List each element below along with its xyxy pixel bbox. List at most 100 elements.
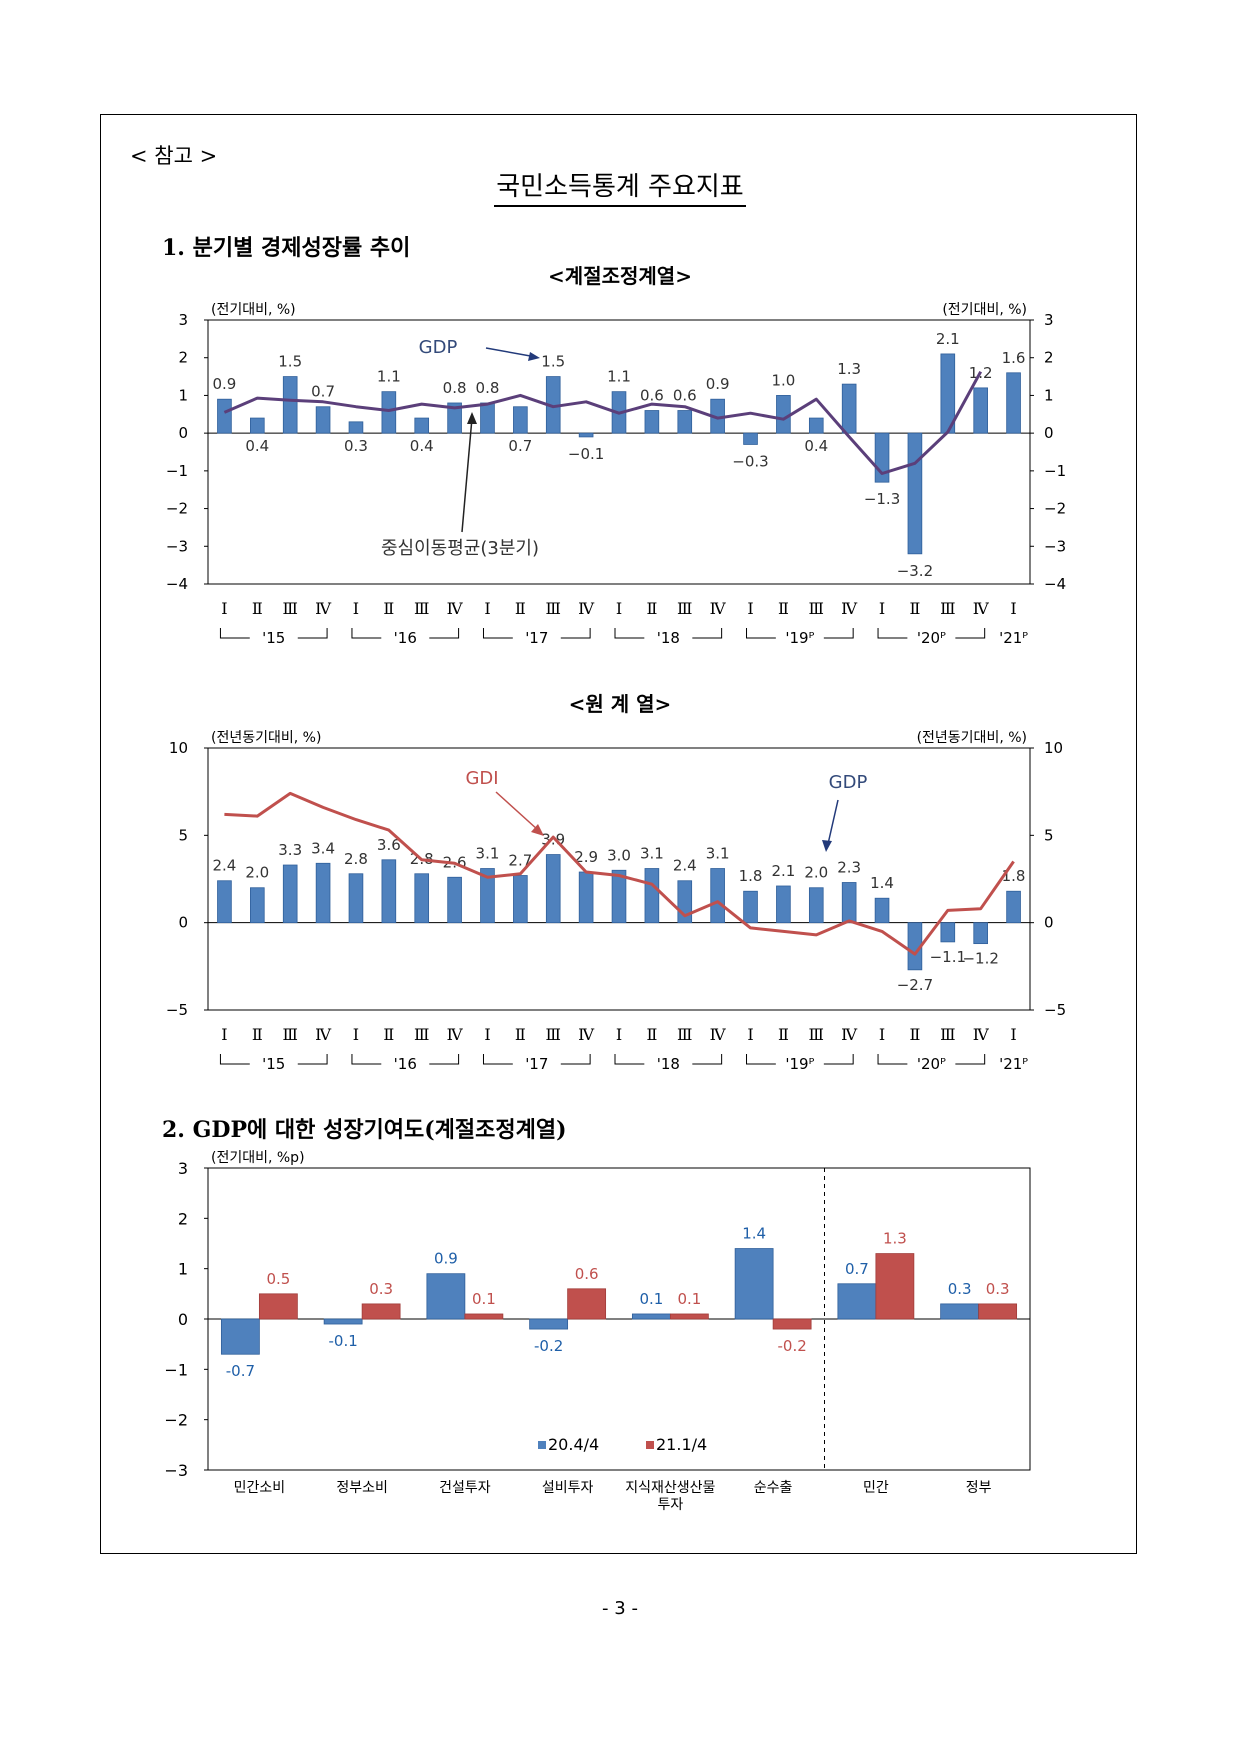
gdp-bar-label: 0.8 [476,379,500,397]
gdp-bar-label: 2.1 [771,862,795,880]
series-2020q4-bar [529,1318,569,1330]
gdp-bar-label: 0.4 [804,437,828,455]
gdp-bar-label: 2.1 [936,330,960,348]
gdp-bar [348,873,364,924]
y-tick-label: 2 [178,1209,188,1228]
quarter-tick-label: I [879,1025,885,1044]
quarter-tick-label: Ⅳ [315,599,332,618]
year-bracket-left [746,628,776,639]
y-tick-label-right: 0 [1044,424,1054,442]
quarter-tick-label: Ⅲ [940,599,955,618]
y-tick-label: 0 [178,1310,188,1329]
series-2021q1-label: 0.3 [369,1280,393,1298]
quarter-tick-label: I [1010,599,1016,618]
gdp-bar [808,887,824,924]
year-group-label: '15 [262,629,285,647]
year-bracket-left [219,1054,250,1065]
gdp-bar [644,868,660,924]
legend-swatch-2020q4 [538,1441,546,1449]
category-label: 지식재산생산물 [625,1480,715,1496]
series-2021q1-bar [361,1303,401,1320]
quarter-tick-label: I [221,1025,227,1044]
quarter-tick-label: Ⅲ [809,599,824,618]
year-bracket-right [823,628,854,639]
year-bracket-left [482,1054,513,1065]
right-axis-unit: (전년동기대비, %) [917,730,1027,746]
y-tick-label-right: 5 [1044,826,1054,844]
quarter-tick-label: I [484,1025,490,1044]
left-axis-unit: (전년동기대비, %) [211,730,321,746]
year-group-label: '18 [657,629,680,647]
category-label: 민간 [863,1480,889,1496]
year-group-label: '21ᴾ [999,1055,1028,1073]
quarter-tick-label: Ⅳ [841,599,858,618]
year-bracket-left [351,628,382,639]
year-group-label: '16 [394,629,417,647]
plot-area [207,319,1031,585]
right-axis-unit: (전기대비, %) [942,302,1027,318]
gdp-bar [808,417,824,434]
gdp-bar-label: 3.1 [640,845,664,863]
moving-average-annotation-arrow [461,417,473,533]
series-2020q4-label: 1.4 [742,1225,766,1243]
y-tick-label-left: 10 [169,739,188,757]
chart2-container: (전년동기대비, %) (전년동기대비, %) 10 10 5 5 0 0 −5 −5 2.4 2.0… [0,720,1240,1090]
quarter-tick-label: Ⅳ [841,1025,858,1044]
year-bracket-right [297,628,328,639]
moving-average-annotation: 중심이동평균(3분기) [381,538,539,559]
quarter-tick-label: Ⅲ [414,1025,429,1044]
quarter-tick-label: I [1010,1025,1016,1044]
gdp-bar-label: 2.4 [673,857,697,875]
gdp-bar-label: −0.1 [568,445,604,463]
series-2020q4-bar [940,1303,980,1320]
chart2-subtitle: <원 계 열> [568,692,672,716]
year-bracket-right [692,628,723,639]
legend-label-2021q1: 21.1/4 [656,1435,707,1454]
year-bracket-left [614,1054,645,1065]
gdp-bar-label: 1.8 [739,867,763,885]
quarter-tick-label: Ⅲ [940,1025,955,1044]
quarter-tick-label: Ⅲ [546,599,561,618]
quarter-tick-label: Ⅱ [515,1025,526,1044]
y-tick-label-right: −5 [1044,1001,1066,1019]
gdp-bar-label: 0.6 [673,387,697,405]
quarter-tick-label: Ⅲ [809,1025,824,1044]
year-bracket-left [746,1054,776,1065]
gdp-bar-label: −2.7 [897,976,933,994]
year-group-label: '16 [394,1055,417,1073]
y-tick-label-right: 1 [1044,386,1054,404]
quarter-tick-label: Ⅳ [315,1025,332,1044]
gdp-bar-label: 2.4 [213,857,237,875]
gdp-bar-label: 1.5 [541,353,565,371]
year-group-label: '19ᴾ [785,629,814,647]
y-tick-label-left: −1 [166,462,188,480]
gdp-bar [480,868,495,924]
y-tick-label-right: −1 [1044,462,1066,480]
series-2021q1-bar [875,1253,915,1320]
gdp-bar-label: 3.1 [706,845,730,863]
y-tick-label-left: 0 [178,424,188,442]
gdp-bar [973,922,988,945]
y-tick-label-left: 3 [178,311,188,329]
gdp-annotation: GDP [829,772,868,793]
gdp-bar [513,406,528,434]
y-tick-label: −1 [164,1360,188,1379]
series-2020q4-bar [220,1318,260,1355]
year-bracket-right [560,1054,591,1065]
gdp-bar [348,421,364,434]
quarter-tick-label: Ⅱ [646,599,657,618]
gdi-annotation: GDI [465,768,498,789]
category-label: 정부 [966,1480,992,1496]
series-2020q4-label: 0.9 [434,1250,458,1268]
gdp-bar-label: 1.6 [1002,349,1026,367]
year-bracket-right [692,1054,723,1065]
category-label: 민간소비 [234,1480,286,1496]
year-group-label: '18 [657,1055,680,1073]
quarter-tick-label: Ⅲ [677,1025,692,1044]
gdp-bar [315,406,331,434]
year-group-label: '15 [262,1055,285,1073]
year-group-label: '17 [525,1055,548,1073]
quarter-tick-label: Ⅳ [447,599,464,618]
page-number: - 3 - [602,1598,638,1619]
y-tick-label: −2 [164,1411,188,1430]
